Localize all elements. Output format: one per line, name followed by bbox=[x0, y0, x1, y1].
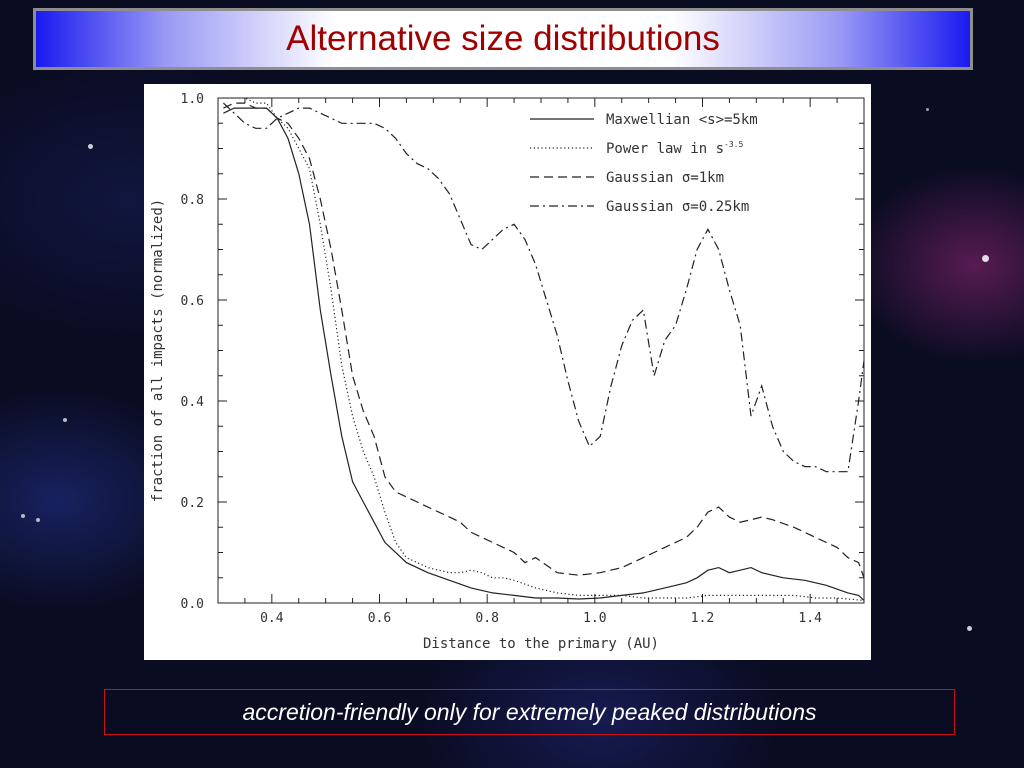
series-line-3 bbox=[223, 102, 864, 579]
y-tick-label: 0.8 bbox=[181, 193, 204, 208]
x-tick-label: 1.2 bbox=[691, 611, 714, 626]
star bbox=[926, 108, 929, 111]
legend-label-4: Gaussian σ=0.25km bbox=[606, 199, 749, 215]
y-tick-label: 1.0 bbox=[181, 92, 204, 107]
slide-caption: accretion-friendly only for extremely pe… bbox=[242, 698, 817, 725]
y-tick-label: 0.6 bbox=[181, 294, 204, 309]
x-tick-label: 1.4 bbox=[798, 611, 822, 626]
y-axis-label: fraction of all impacts (normalized) bbox=[150, 199, 166, 502]
slide-title: Alternative size distributions bbox=[286, 19, 720, 58]
series-line-1 bbox=[223, 107, 864, 601]
legend-label-1: Maxwellian <s>=5km bbox=[606, 112, 758, 128]
x-tick-label: 0.8 bbox=[475, 611, 498, 626]
y-tick-label: 0.0 bbox=[181, 597, 204, 612]
star bbox=[967, 626, 972, 631]
x-axis-label: Distance to the primary (AU) bbox=[423, 636, 659, 652]
series-line-4 bbox=[222, 102, 864, 473]
line-chart: 0.4 0.6 0.8 1.0 1.2 1.4 0.0 0.2 0.4 0.6 0.8 1.0 Dist… bbox=[150, 92, 865, 652]
legend-label-3: Gaussian σ=1km bbox=[606, 170, 724, 186]
y-tick-label: 0.4 bbox=[181, 395, 205, 410]
star bbox=[88, 144, 93, 149]
star bbox=[21, 514, 25, 518]
y-tick-label: 0.2 bbox=[181, 496, 204, 511]
legend-superscript: -3.5 bbox=[724, 140, 743, 149]
star bbox=[982, 255, 989, 262]
plot-frame bbox=[217, 97, 865, 604]
chart-panel: 0.4 0.6 0.8 1.0 1.2 1.4 0.0 0.2 0.4 0.6 0.8 1.0 Dist… bbox=[144, 84, 871, 660]
x-tick-label: 0.4 bbox=[260, 611, 284, 626]
caption-box: accretion-friendly only for extremely pe… bbox=[104, 689, 955, 735]
title-bar: Alternative size distributions bbox=[33, 8, 973, 70]
x-tick-label: 0.6 bbox=[368, 611, 391, 626]
legend-label-2: Power law in s-3.5 bbox=[606, 140, 743, 157]
star bbox=[36, 518, 40, 522]
x-tick-label: 1.0 bbox=[583, 611, 606, 626]
star bbox=[63, 418, 67, 422]
series-line-2 bbox=[223, 98, 864, 602]
